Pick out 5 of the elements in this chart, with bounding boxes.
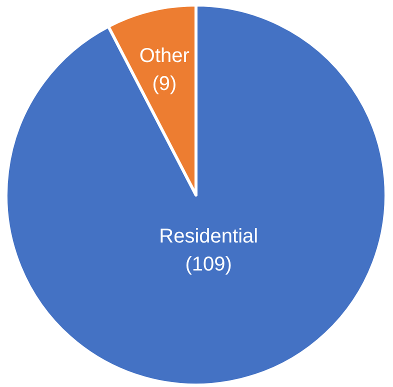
data-label: (109)	[185, 254, 232, 276]
pie-slice	[4, 4, 388, 386]
data-label: (9)	[152, 72, 177, 95]
slice-label: Other	[139, 44, 190, 67]
slice-label: Residential	[159, 226, 258, 248]
